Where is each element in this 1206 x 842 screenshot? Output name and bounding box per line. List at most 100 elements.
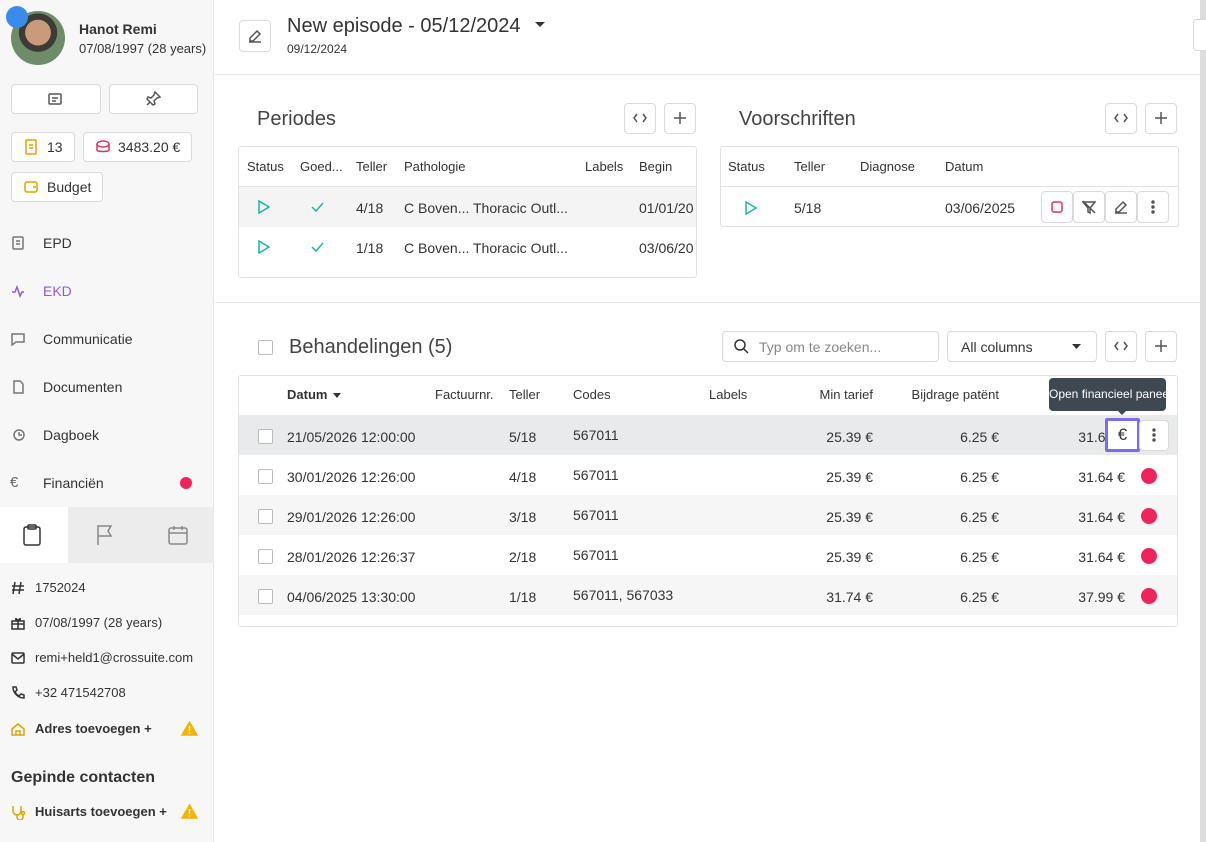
table-header-line	[239, 186, 696, 187]
cell-teller: 5/18	[794, 200, 822, 216]
calendar-icon	[168, 526, 188, 545]
tab[interactable]	[68, 507, 141, 563]
card-button[interactable]	[11, 84, 101, 114]
nav-icon	[12, 284, 24, 298]
section-title: Behandelingen (5)	[289, 336, 453, 358]
cell-codes: 567011	[573, 467, 619, 483]
cell-totaal: 31.64 €	[1078, 469, 1125, 485]
clipboard-icon	[23, 524, 41, 546]
cell-totaal: 31.64 €	[1078, 549, 1125, 565]
code-icon	[1114, 341, 1128, 351]
tooltip: Open financieel paneel	[1049, 378, 1172, 411]
nav-label: EKD	[43, 283, 72, 299]
euro-symbol: €	[1117, 425, 1128, 444]
toggle-button[interactable]	[1105, 331, 1137, 362]
table-row[interactable]	[239, 575, 1177, 615]
pinned-title: Gepinde contacten	[11, 769, 156, 786]
pin-button[interactable]	[109, 84, 198, 114]
info-icon	[11, 723, 25, 736]
stethoscope-icon	[12, 806, 25, 820]
column-header: Pathologie	[404, 159, 466, 174]
toggle-button[interactable]	[624, 103, 656, 134]
tab-active[interactable]	[0, 507, 68, 563]
budget-button[interactable]	[11, 172, 103, 202]
action-icon	[1151, 200, 1155, 214]
toggle-button[interactable]	[1105, 103, 1137, 134]
column-header: Goed...	[300, 159, 343, 174]
column-header: Labels	[709, 387, 748, 402]
sessions-badge[interactable]	[11, 132, 75, 162]
table-row[interactable]	[239, 535, 1177, 575]
financial-button[interactable]: €	[1105, 418, 1140, 452]
edit-button[interactable]	[239, 20, 271, 52]
row-checkbox[interactable]	[258, 469, 273, 484]
code-icon	[1114, 113, 1128, 123]
action-icon	[1115, 200, 1128, 214]
cell-begin: 03/06/20	[639, 240, 694, 256]
column-header: Datum	[287, 387, 328, 402]
column-header: Teller	[356, 159, 388, 174]
info-icon	[12, 581, 24, 595]
table-row[interactable]	[239, 455, 1177, 495]
row-checkbox[interactable]	[258, 429, 273, 444]
cell-teller: 4/18	[509, 469, 537, 485]
flag-icon	[97, 525, 113, 545]
plus-icon	[1155, 112, 1167, 124]
info-icon	[11, 617, 25, 630]
column-header: Datum	[945, 159, 984, 174]
select-all-checkbox[interactable]	[258, 340, 273, 355]
plus-icon	[1155, 340, 1167, 352]
cell-min: 25.39 €	[826, 509, 873, 525]
cell-teller: 2/18	[509, 549, 537, 565]
pinned-doctor: Huisarts toevoegen +	[35, 804, 167, 819]
column-header: Begin	[639, 159, 673, 174]
tooltip-arrow	[1117, 410, 1127, 415]
cell-datum: 04/06/2025 13:30:00	[287, 589, 416, 605]
row-checkbox[interactable]	[258, 549, 273, 564]
cell-pathologie: C Boven... Thoracic Outl...	[404, 200, 568, 216]
action-icon	[1051, 201, 1063, 213]
tab[interactable]	[141, 507, 214, 563]
column-header: Labels	[585, 159, 624, 174]
code-icon	[633, 113, 647, 123]
column-header: Min tarief	[819, 387, 873, 402]
section-title: Voorschriften	[739, 108, 856, 130]
row-checkbox[interactable]	[258, 509, 273, 524]
nav-item[interactable]	[0, 223, 214, 263]
cell-bijdrage: 6.25 €	[960, 429, 999, 445]
cell-datum: 28/01/2026 12:26:37	[287, 549, 416, 565]
cell-totaal: 31.64 €	[1078, 509, 1125, 525]
cell-codes: 567011	[573, 427, 619, 443]
warning-icon	[181, 804, 198, 819]
row-action[interactable]	[1105, 191, 1137, 223]
column-select-label: All columns	[961, 339, 1033, 355]
edit-icon	[249, 29, 262, 43]
row-selected[interactable]	[239, 415, 1177, 455]
cell-pathologie: C Boven... Thoracic Outl...	[404, 240, 568, 256]
top-right-button[interactable]	[1193, 19, 1206, 51]
gender-badge	[6, 6, 28, 28]
row-checkbox[interactable]	[258, 589, 273, 604]
row-action[interactable]	[1041, 191, 1073, 223]
patient-dob: 07/08/1997 (28 years)	[79, 41, 207, 56]
row-action[interactable]	[1137, 191, 1169, 223]
info-icon	[12, 686, 25, 699]
column-header: Teller	[794, 159, 826, 174]
nav-item[interactable]	[0, 415, 214, 455]
info-icon	[11, 652, 25, 664]
nav-icon: €	[10, 474, 19, 491]
column-select[interactable]	[947, 331, 1097, 362]
search-input[interactable]	[722, 331, 939, 362]
cell-bijdrage: 6.25 €	[960, 549, 999, 565]
section-title: Periodes	[257, 108, 336, 130]
cell-teller: 3/18	[509, 509, 537, 525]
search-icon	[734, 339, 749, 354]
cell-min: 31.74 €	[826, 589, 873, 605]
nav-item[interactable]	[0, 271, 214, 311]
table-row[interactable]	[239, 495, 1177, 535]
nav-icon	[13, 380, 24, 394]
play-icon	[745, 201, 758, 215]
status-dot	[1141, 588, 1157, 604]
cell-bijdrage: 6.25 €	[960, 589, 999, 605]
